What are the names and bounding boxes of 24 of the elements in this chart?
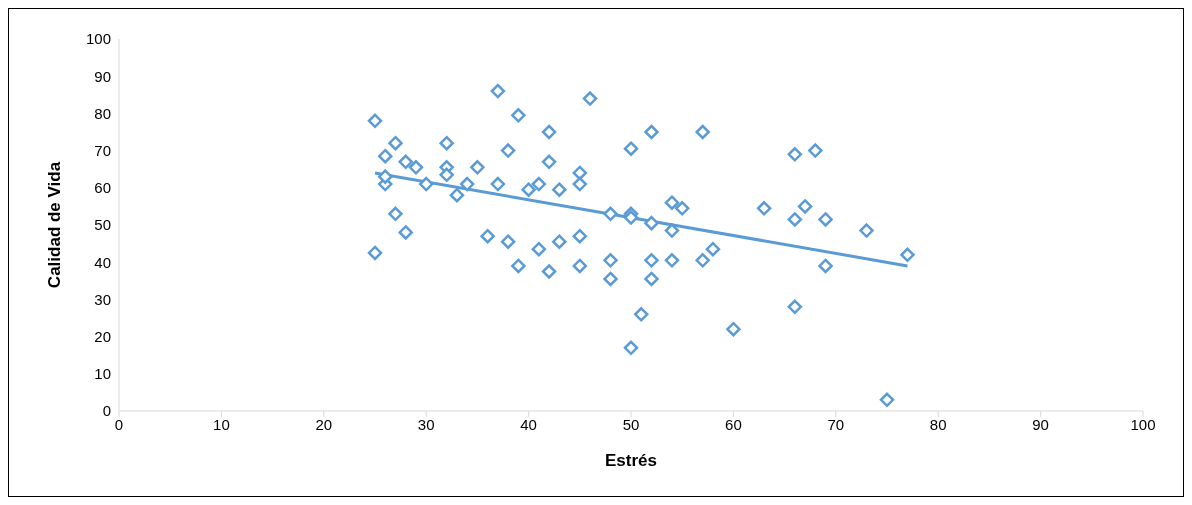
y-tick-label: 60 <box>94 179 111 197</box>
x-tick-label: 80 <box>929 415 947 433</box>
y-tick-label: 90 <box>94 67 111 85</box>
y-tick-label: 10 <box>94 365 111 383</box>
y-tick-label: 30 <box>94 290 111 308</box>
x-tick-label: 30 <box>417 415 435 433</box>
y-tick-label: 50 <box>94 216 111 234</box>
x-tick-label: 20 <box>315 415 333 433</box>
x-tick-label: 40 <box>520 415 537 433</box>
x-tick-label: 10 <box>213 415 230 433</box>
x-tick-label: 90 <box>1032 415 1049 433</box>
x-tick-label: 60 <box>725 415 742 433</box>
y-tick-label: 20 <box>94 327 111 345</box>
y-tick-label: 0 <box>102 402 111 420</box>
y-tick-label: 40 <box>94 253 111 271</box>
x-axis-title: Estrés <box>605 451 657 470</box>
x-tick-label: 70 <box>827 415 845 433</box>
y-tick-label: 70 <box>94 141 111 159</box>
x-tick-label: 0 <box>114 415 124 433</box>
y-tick-label: 80 <box>94 104 111 122</box>
y-axis-title: Calidad de Vida <box>45 161 65 289</box>
x-tick-label: 50 <box>622 415 640 433</box>
y-tick-label: 100 <box>85 30 111 48</box>
x-tick-label: 100 <box>1130 415 1156 433</box>
